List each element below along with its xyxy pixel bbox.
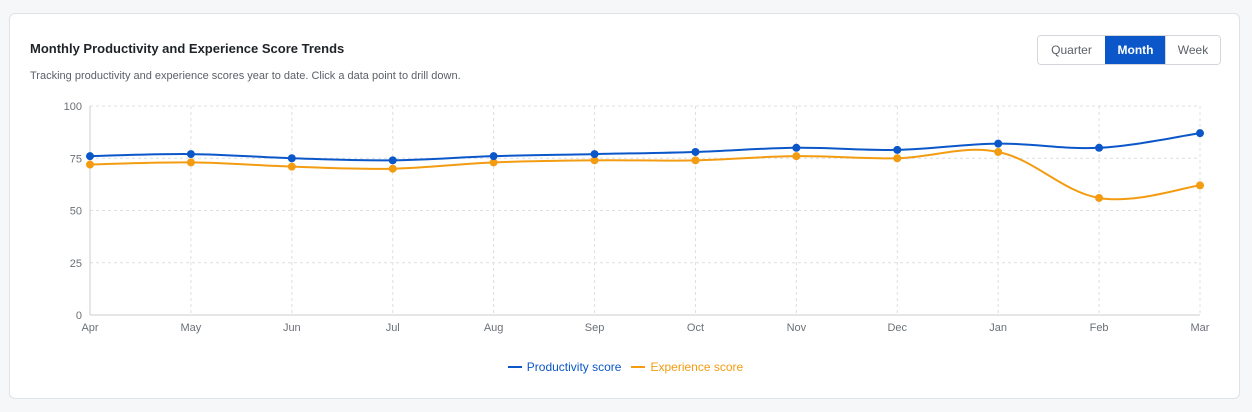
data-point-experience[interactable] [86, 160, 94, 169]
data-point-productivity[interactable] [489, 152, 498, 161]
y-tick-label: 50 [70, 206, 82, 218]
x-tick-label: Dec [887, 322, 907, 334]
period-toggle: Quarter Month Week [1037, 35, 1221, 65]
data-point-experience[interactable] [287, 162, 296, 171]
legend-swatch-experience [631, 366, 646, 368]
legend-item-experience[interactable]: Experience score [631, 360, 743, 374]
data-point-experience[interactable] [792, 152, 801, 161]
x-tick-label: Mar [1191, 322, 1210, 334]
data-point-productivity[interactable] [792, 143, 801, 152]
chart-legend: Productivity score Experience score [10, 360, 1241, 374]
x-tick-label: Jan [989, 322, 1007, 334]
x-tick-label: Sep [585, 322, 605, 334]
line-chart: 0 25 50 75 100 Apr May Jun Jul Aug Sep Oct Nov Dec Jan… [64, 101, 1210, 334]
y-tick-label: 0 [76, 310, 82, 322]
legend-swatch-productivity [507, 366, 522, 368]
data-point-productivity[interactable] [994, 139, 1003, 148]
data-point-productivity[interactable] [86, 152, 94, 161]
x-tick-label: Jun [283, 322, 301, 334]
x-tick-label: Nov [787, 322, 807, 334]
data-point-experience[interactable] [590, 156, 599, 165]
x-tick-label: Oct [687, 322, 704, 334]
x-tick-label: Aug [484, 322, 504, 334]
data-point-productivity[interactable] [1095, 143, 1104, 152]
data-point-experience[interactable] [1095, 193, 1104, 202]
period-week-button[interactable]: Week [1165, 36, 1220, 64]
chart-card: Monthly Productivity and Experience Scor… [9, 13, 1240, 399]
series-line-productivity [89, 132, 1201, 162]
period-month-button[interactable]: Month [1105, 36, 1165, 64]
data-point-productivity[interactable] [893, 145, 902, 154]
data-point-experience[interactable] [994, 147, 1003, 156]
data-point-productivity[interactable] [590, 150, 599, 159]
data-point-productivity[interactable] [1196, 129, 1204, 138]
x-tick-label: Jul [386, 322, 400, 334]
data-point-experience[interactable] [388, 164, 397, 173]
legend-label-productivity: Productivity score [526, 360, 622, 374]
data-point-productivity[interactable] [691, 147, 700, 156]
x-tick-label: Apr [81, 322, 98, 334]
period-quarter-button[interactable]: Quarter [1038, 36, 1105, 64]
x-tick-label: May [181, 322, 202, 334]
data-point-productivity[interactable] [186, 150, 195, 159]
data-point-experience[interactable] [691, 156, 700, 165]
data-point-experience[interactable] [1196, 181, 1204, 190]
y-tick-label: 75 [70, 153, 82, 165]
y-tick-label: 25 [70, 258, 82, 270]
x-tick-label: Feb [1090, 322, 1109, 334]
chart-subtitle: Tracking productivity and experience sco… [30, 70, 461, 82]
series-line-experience [89, 148, 1201, 201]
data-point-productivity[interactable] [388, 156, 397, 165]
chart-title: Monthly Productivity and Experience Scor… [30, 41, 345, 56]
y-tick-label: 100 [64, 101, 82, 113]
data-point-productivity[interactable] [287, 154, 296, 163]
data-point-experience[interactable] [893, 154, 902, 163]
data-point-experience[interactable] [489, 158, 498, 167]
legend-item-productivity[interactable]: Productivity score [507, 360, 622, 374]
legend-label-experience: Experience score [650, 360, 744, 374]
data-point-experience[interactable] [186, 158, 195, 167]
